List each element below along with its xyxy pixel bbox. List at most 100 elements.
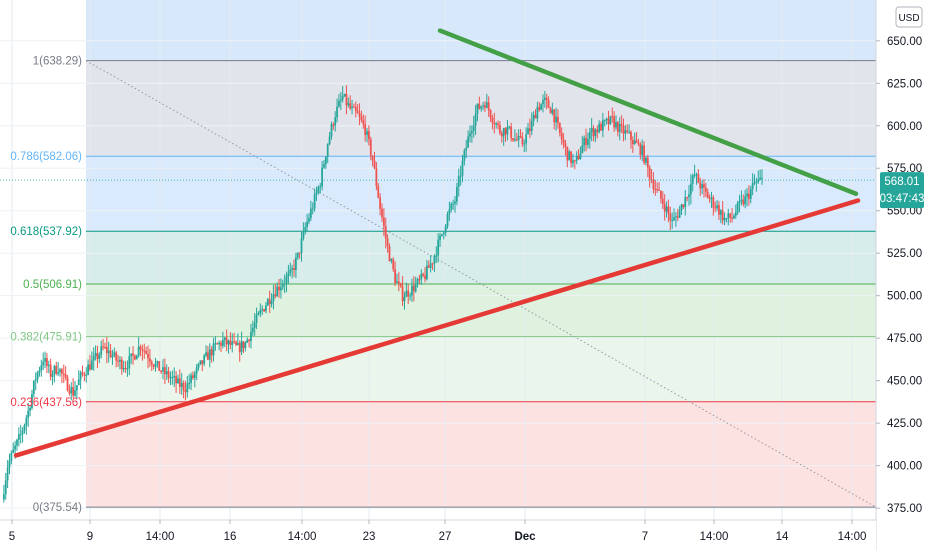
candle-body (216, 343, 219, 345)
currency-button-frame[interactable] (895, 6, 923, 28)
currency-button-label[interactable]: USD (898, 13, 919, 24)
candle-body (433, 255, 436, 264)
candle-body (283, 283, 286, 285)
candle-body (51, 374, 54, 377)
candle-body (661, 198, 664, 204)
candle-body (276, 286, 279, 297)
candle-body (17, 434, 20, 440)
candle-body (682, 204, 685, 207)
price-tick-label: 400.00 (887, 461, 922, 473)
candle-body (257, 312, 260, 315)
candle-body (347, 103, 350, 106)
candle-body (639, 144, 642, 155)
candle-body (418, 279, 421, 281)
candle-body (734, 212, 737, 216)
candle-body (676, 216, 679, 218)
candle-body (42, 361, 45, 366)
trendline-support[interactable] (13, 198, 861, 458)
candle-body (429, 263, 432, 268)
candle-body (375, 168, 378, 186)
candle-body (723, 218, 726, 221)
candle-body (143, 350, 146, 352)
candle-body (23, 425, 26, 431)
candle-body (521, 136, 524, 145)
candle-body (457, 176, 460, 187)
candle-body (478, 103, 481, 109)
candle-body (667, 206, 670, 214)
price-tick-label: 450.00 (887, 376, 922, 388)
candle-body (291, 268, 294, 270)
candle-body (182, 382, 185, 391)
candle-body (710, 197, 713, 199)
candle-body (265, 305, 267, 312)
candle-body (747, 193, 750, 199)
candle-body (697, 174, 700, 183)
candle-body (74, 390, 76, 396)
candle-body (278, 286, 280, 291)
candle-body (607, 118, 610, 124)
time-tick-label: 5 (9, 531, 15, 543)
candle-body (566, 146, 569, 161)
candle-body (139, 346, 142, 350)
candle-body (14, 445, 17, 450)
fib-zone-0.786 (86, 156, 876, 232)
fib-label-0.786: 0.786(582.06) (10, 151, 82, 163)
candle-body (274, 294, 277, 297)
fib-diagonal (85, 60, 877, 508)
candle-body (729, 213, 732, 218)
candle-body (351, 106, 353, 109)
candle-body (332, 124, 335, 126)
candle-body (180, 382, 183, 387)
candle-body (530, 120, 533, 132)
candle-body (669, 213, 672, 221)
candle-body (184, 390, 187, 393)
candle-body (197, 363, 200, 368)
candle-body (171, 376, 174, 378)
candle-body (427, 265, 430, 268)
candle-body (21, 430, 24, 435)
candle-body (165, 371, 168, 375)
candle-body (579, 153, 582, 159)
time-tick-label: 14 (776, 531, 789, 543)
candle-body (87, 364, 90, 375)
candle-body (382, 217, 385, 227)
candle-body (379, 197, 382, 209)
candle-body (396, 281, 398, 283)
candle-body (212, 343, 215, 356)
candle-body (746, 193, 748, 197)
candle-body (102, 346, 104, 348)
currency-button[interactable]: USD (895, 6, 923, 28)
candle-body (585, 137, 587, 145)
candle-body (635, 140, 638, 143)
candle-body (324, 156, 327, 165)
candle-body (328, 136, 331, 145)
candle-body (558, 123, 561, 133)
candle-body (46, 358, 48, 367)
candle-body (6, 467, 9, 481)
candle-body (512, 138, 514, 141)
candle-body (557, 116, 559, 124)
candle-body (255, 314, 258, 323)
candle-body (40, 365, 43, 371)
candle-body (218, 342, 221, 345)
candle-body (461, 160, 464, 176)
candle-body (90, 360, 93, 370)
candle-body (527, 128, 529, 135)
candle-body (289, 269, 292, 274)
candle-body (626, 130, 629, 132)
candle-body (615, 121, 617, 128)
candle-body (738, 201, 741, 203)
candle-body (345, 93, 348, 106)
trendline-resistance[interactable] (437, 28, 859, 196)
candle-body (272, 294, 275, 302)
candle-body (706, 191, 709, 199)
candle-body (156, 361, 159, 364)
candle-body (704, 187, 707, 192)
price-axis-bg (876, 0, 932, 550)
candle-body (508, 126, 511, 128)
candle-body (105, 346, 108, 354)
candle-body (135, 355, 138, 360)
candle-body (755, 181, 758, 183)
candle-body (371, 155, 374, 161)
candle-body (115, 352, 118, 361)
